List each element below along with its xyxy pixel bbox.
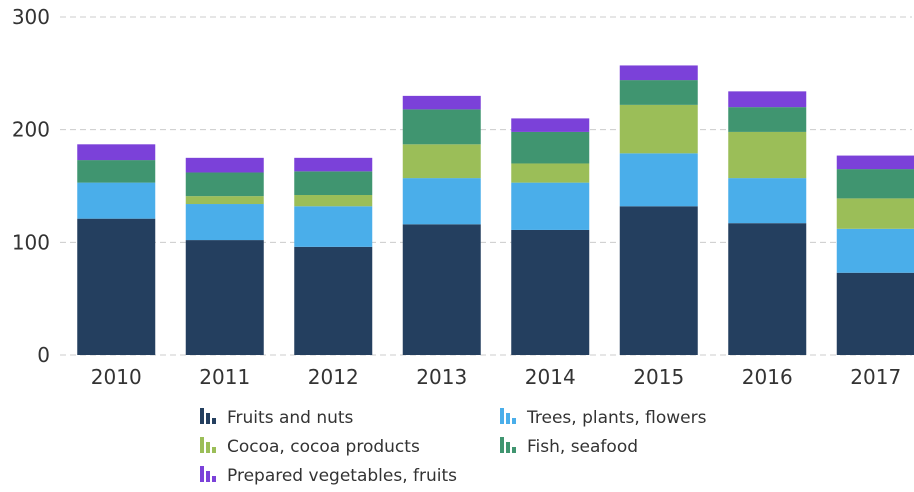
bar-segment-fish-seafood-2010[interactable]: [77, 160, 156, 183]
bar-segment-trees-plants-flowers-2010[interactable]: [77, 182, 156, 219]
legend-label: Trees, plants, flowers: [526, 408, 707, 428]
bar-segment-fruits-and-nuts-2012[interactable]: [294, 246, 373, 355]
bar-segment-fruits-and-nuts-2016[interactable]: [728, 223, 807, 355]
legend-label: Fruits and nuts: [227, 408, 354, 428]
bar-segment-prepared-vegetables-fruits-2016[interactable]: [728, 91, 807, 108]
bar-segment-trees-plants-flowers-2014[interactable]: [511, 182, 590, 230]
x-tick-label: 2015: [633, 365, 684, 389]
x-tick-label: 2010: [91, 365, 142, 389]
bar-segment-prepared-vegetables-fruits-2013[interactable]: [402, 95, 481, 110]
bar-segment-fish-seafood-2015[interactable]: [619, 80, 698, 105]
bar-segment-fish-seafood-2012[interactable]: [294, 171, 373, 196]
bar-chart-icon: [200, 466, 216, 482]
bar-segment-fruits-and-nuts-2017[interactable]: [836, 272, 914, 355]
legend-item-fruits-and-nuts[interactable]: Fruits and nuts: [200, 408, 354, 428]
bar-segment-fruits-and-nuts-2010[interactable]: [77, 218, 156, 355]
y-tick-label: 100: [12, 230, 50, 254]
bar-chart-icon: [500, 408, 516, 424]
bar-segment-trees-plants-flowers-2016[interactable]: [728, 178, 807, 224]
bar-segment-cocoa-cocoa-products-2012[interactable]: [294, 195, 373, 207]
x-tick-label: 2012: [308, 365, 359, 389]
bar-segment-prepared-vegetables-fruits-2011[interactable]: [185, 157, 264, 173]
x-tick-label: 2011: [199, 365, 250, 389]
bar-segment-prepared-vegetables-fruits-2015[interactable]: [619, 65, 698, 81]
legend-item-cocoa-cocoa-products[interactable]: Cocoa, cocoa products: [200, 437, 420, 457]
bar-segment-fish-seafood-2013[interactable]: [402, 109, 481, 145]
legend: Fruits and nuts Trees, plants, flowers Coc…: [200, 408, 707, 486]
bar-segment-prepared-vegetables-fruits-2010[interactable]: [77, 144, 156, 161]
bar-segment-fruits-and-nuts-2015[interactable]: [619, 206, 698, 355]
x-axis-tick-labels: 2010 2011 2012 2013 2014 2015 2016 2017: [91, 365, 901, 389]
bar-segment-fish-seafood-2016[interactable]: [728, 107, 807, 132]
y-tick-label: 300: [12, 5, 50, 29]
x-tick-label: 2017: [850, 365, 901, 389]
bar-segment-cocoa-cocoa-products-2015[interactable]: [619, 104, 698, 154]
y-axis-tick-labels: 0 100 200 300: [12, 5, 50, 367]
x-tick-label: 2016: [742, 365, 793, 389]
bar-segment-fish-seafood-2011[interactable]: [185, 172, 264, 197]
bar-segment-cocoa-cocoa-products-2013[interactable]: [402, 144, 481, 179]
bar-segment-cocoa-cocoa-products-2011[interactable]: [185, 196, 264, 205]
legend-item-trees-plants-flowers[interactable]: Trees, plants, flowers: [500, 408, 707, 428]
y-tick-label: 0: [37, 343, 50, 367]
bar-segment-trees-plants-flowers-2012[interactable]: [294, 206, 373, 247]
bar-segment-trees-plants-flowers-2011[interactable]: [185, 204, 264, 241]
bar-segment-trees-plants-flowers-2013[interactable]: [402, 178, 481, 225]
bar-segment-fish-seafood-2014[interactable]: [511, 131, 590, 164]
bar-segment-prepared-vegetables-fruits-2012[interactable]: [294, 157, 373, 172]
legend-item-fish-seafood[interactable]: Fish, seafood: [500, 437, 638, 457]
bar-segment-trees-plants-flowers-2015[interactable]: [619, 153, 698, 207]
bar-chart-icon: [200, 408, 216, 424]
bar-segment-cocoa-cocoa-products-2016[interactable]: [728, 131, 807, 179]
bar-chart-icon: [200, 437, 216, 453]
bar-segment-cocoa-cocoa-products-2017[interactable]: [836, 198, 914, 229]
legend-item-prepared-vegetables-fruits[interactable]: Prepared vegetables, fruits: [200, 466, 457, 486]
legend-label: Fish, seafood: [527, 437, 638, 457]
bars: [77, 65, 914, 355]
y-tick-label: 200: [12, 118, 50, 142]
x-tick-label: 2014: [525, 365, 576, 389]
bar-chart-icon: [500, 437, 516, 453]
bar-segment-cocoa-cocoa-products-2014[interactable]: [511, 163, 590, 183]
bar-segment-prepared-vegetables-fruits-2017[interactable]: [836, 155, 914, 170]
legend-label: Prepared vegetables, fruits: [227, 466, 457, 486]
bar-segment-fruits-and-nuts-2014[interactable]: [511, 229, 590, 355]
bar-segment-trees-plants-flowers-2017[interactable]: [836, 228, 914, 273]
bar-segment-fruits-and-nuts-2013[interactable]: [402, 224, 481, 355]
legend-label: Cocoa, cocoa products: [227, 437, 420, 457]
bar-segment-prepared-vegetables-fruits-2014[interactable]: [511, 118, 590, 132]
bar-segment-fruits-and-nuts-2011[interactable]: [185, 240, 264, 355]
bar-segment-fish-seafood-2017[interactable]: [836, 169, 914, 199]
x-tick-label: 2013: [416, 365, 467, 389]
